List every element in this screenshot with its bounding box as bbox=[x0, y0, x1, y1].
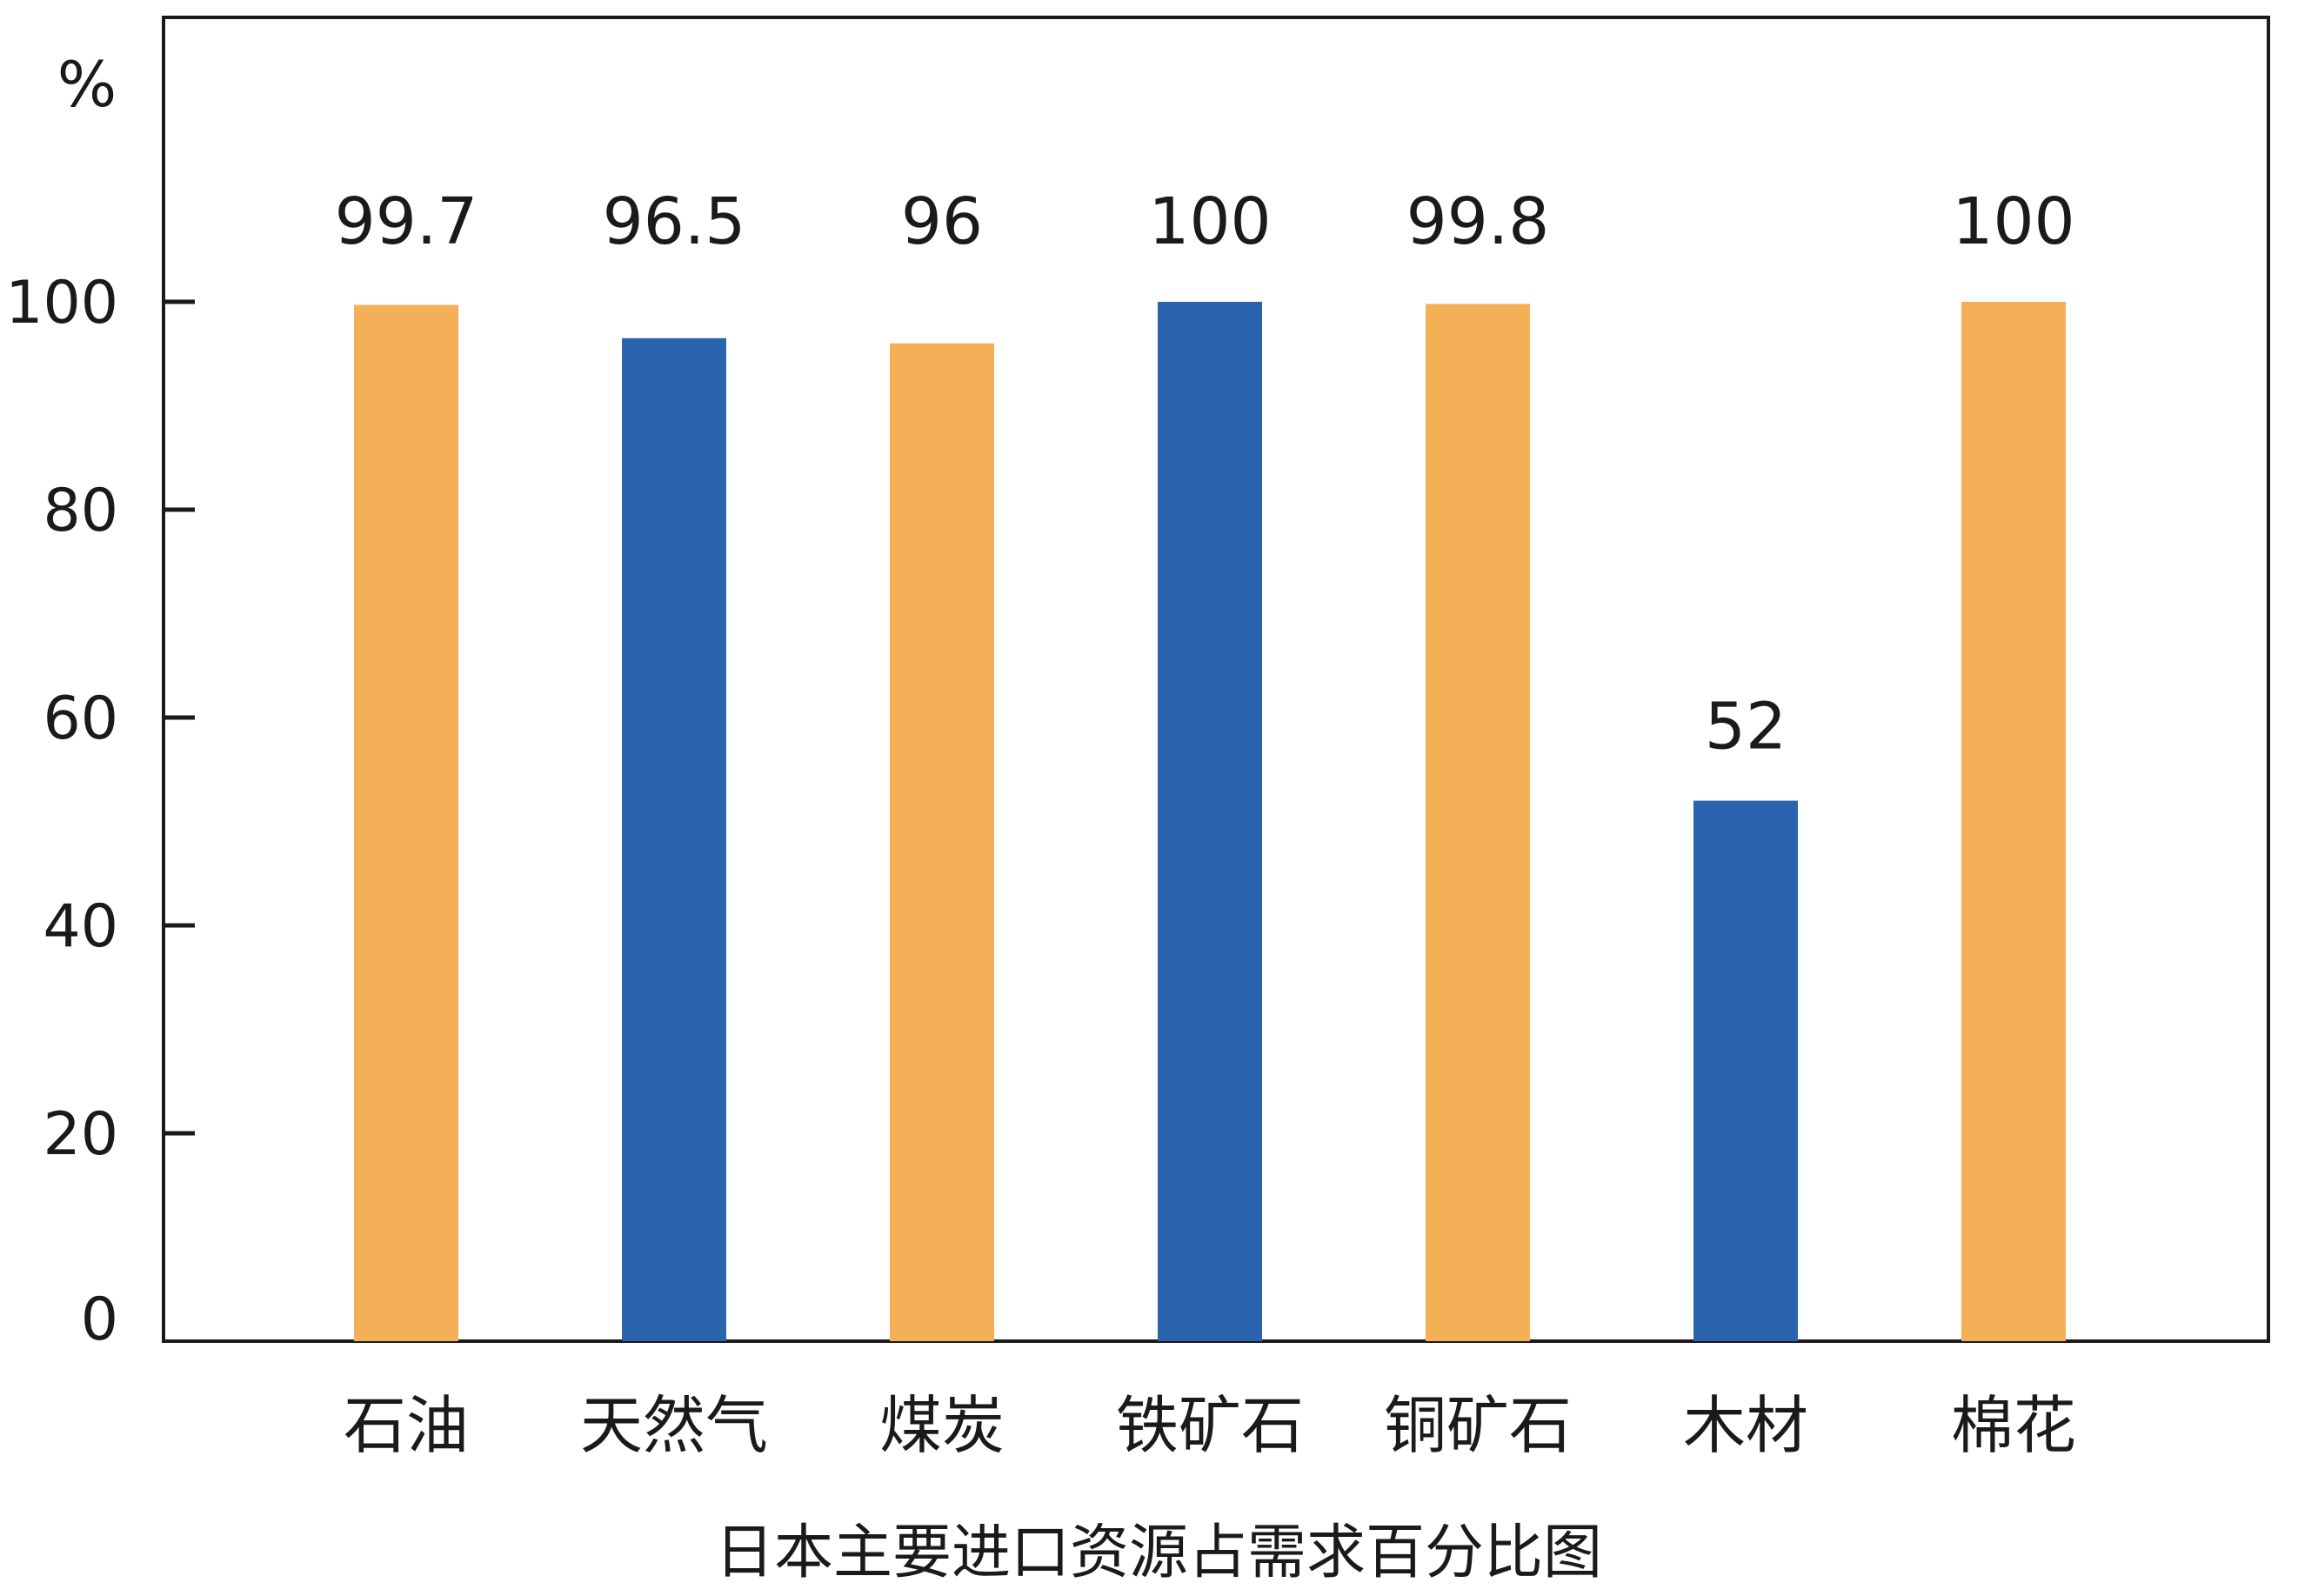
y-tick-label: 0 bbox=[81, 1285, 118, 1354]
bar-3 bbox=[1158, 302, 1262, 1341]
y-tick-label: 60 bbox=[43, 684, 118, 753]
bar-5 bbox=[1693, 800, 1798, 1341]
category-label: 煤炭 bbox=[879, 1389, 1005, 1462]
bar-value-label: 99.7 bbox=[335, 184, 478, 259]
y-tick-label: 40 bbox=[43, 892, 118, 961]
category-label: 铁矿石 bbox=[1116, 1389, 1304, 1462]
y-tick-label: 20 bbox=[43, 1100, 118, 1169]
category-label: 棉花 bbox=[1951, 1389, 2076, 1462]
bar-4 bbox=[1426, 304, 1530, 1341]
y-tick-label: 80 bbox=[43, 477, 118, 545]
x-axis-labels: 石油 天然气 煤炭 铁矿石 铜矿石 木材 棉花 bbox=[344, 1389, 2076, 1462]
bar-0 bbox=[354, 304, 458, 1342]
bar-1 bbox=[622, 337, 726, 1342]
category-label: 天然气 bbox=[580, 1389, 768, 1462]
category-label: 木材 bbox=[1683, 1389, 1808, 1462]
bar-value-label: 96.5 bbox=[603, 184, 746, 259]
bars bbox=[354, 302, 2066, 1342]
bar-value-label: 99.8 bbox=[1406, 184, 1550, 259]
y-axis-unit-label: % bbox=[57, 48, 117, 121]
y-axis-ticks: 0 20 40 60 80 100 bbox=[5, 269, 195, 1354]
bar-value-label: 52 bbox=[1705, 690, 1787, 765]
y-tick-label: 100 bbox=[5, 269, 118, 337]
bar-6 bbox=[1961, 302, 2066, 1341]
bar-2 bbox=[890, 343, 994, 1341]
bar-value-label: 100 bbox=[1952, 184, 2074, 259]
bar-value-label: 96 bbox=[901, 184, 983, 259]
bar-value-label: 100 bbox=[1148, 184, 1271, 259]
data-labels: 99.7 96.5 96 100 99.8 52 100 bbox=[335, 184, 2075, 765]
category-label: 石油 bbox=[344, 1389, 469, 1462]
chart-title: 日本主要进口资源占需求百分比图 bbox=[715, 1519, 1602, 1587]
category-label: 铜矿石 bbox=[1384, 1389, 1572, 1462]
